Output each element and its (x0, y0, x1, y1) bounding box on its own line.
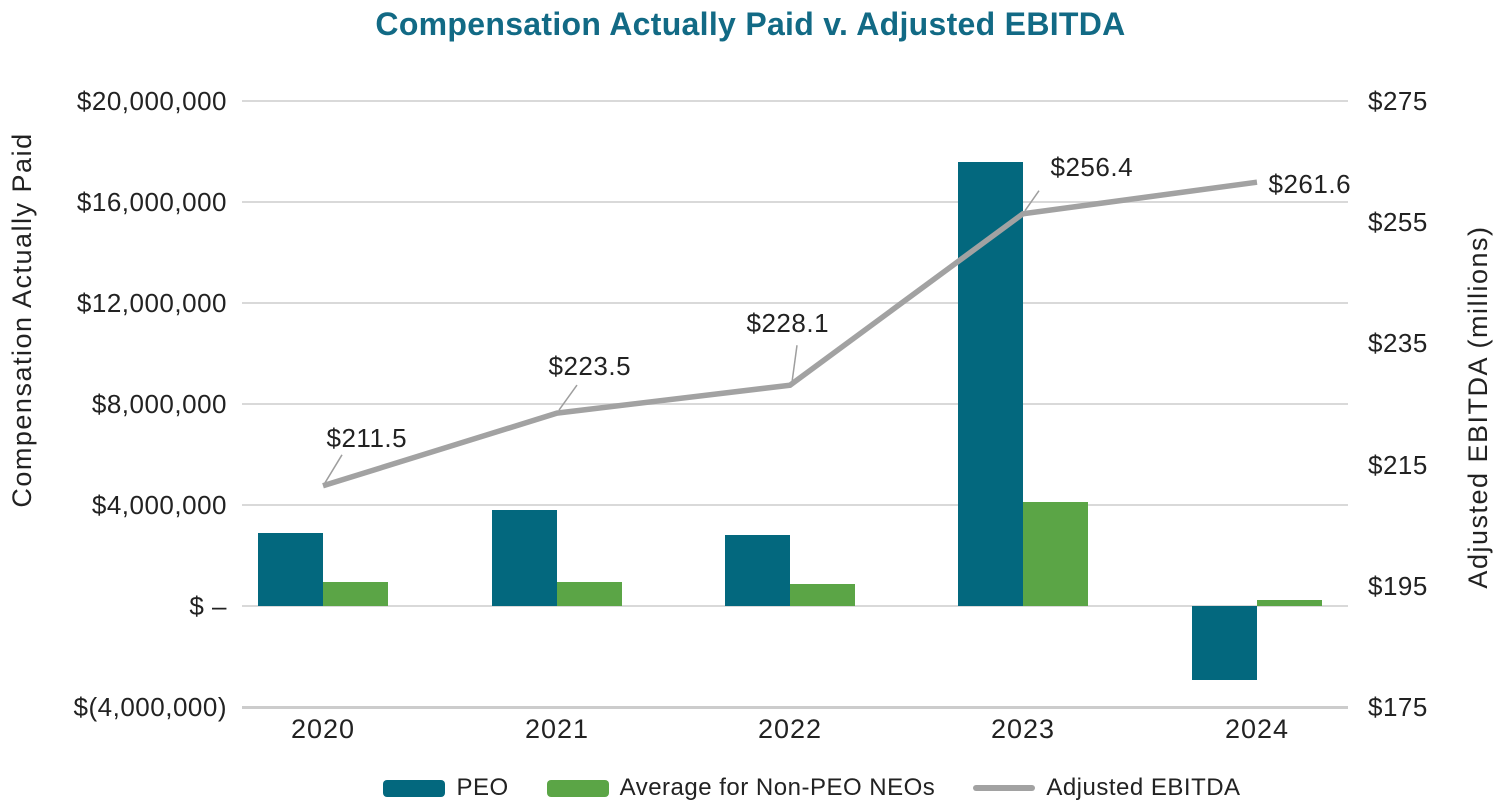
data-label-leader-line (324, 454, 343, 484)
gridline (242, 100, 1348, 102)
right-axis-tick-label: $275 (1368, 86, 1428, 116)
legend: PEO Average for Non-PEO NEOs Adjusted EBIT… (242, 770, 1382, 806)
right-axis-tick-label: $215 (1368, 449, 1428, 480)
line-data-label-2020: $211.5 (326, 422, 408, 453)
left-axis-tick-label: $16,000,000 (76, 187, 227, 217)
right-axis-title: Adjusted EBITDA (millions) (1463, 225, 1493, 589)
gridline (242, 403, 1348, 405)
right-axis-tick-label: $235 (1368, 328, 1428, 359)
x-axis-label-2020: 2020 (290, 714, 356, 744)
left-axis-tick-label: $4,000,000 (91, 490, 227, 520)
left-axis-tick-label: $12,000,000 (76, 288, 227, 318)
left-axis-tick-label: $20,000,000 (76, 86, 227, 116)
bar-average-for-non-peo-neos-2021 (557, 582, 622, 606)
bar-average-for-non-peo-neos-2020 (323, 582, 388, 606)
bar-peo-2024 (1192, 606, 1257, 681)
bar-peo-2022 (725, 535, 790, 606)
legend-swatch-adjusted-ebitda (973, 785, 1036, 791)
bar-peo-2021 (492, 510, 557, 606)
bar-peo-2023 (958, 161, 1023, 606)
left-axis-tick-label: $ – (189, 591, 227, 621)
legend-swatch-peo (383, 779, 446, 797)
legend-item-average-for-non-peo-neos: Average for Non-PEO NEOs (546, 774, 936, 802)
line-data-label-2022: $228.1 (746, 308, 830, 339)
gridline (242, 302, 1348, 304)
right-axis-tick-label: $195 (1368, 570, 1428, 601)
bar-average-for-non-peo-neos-2023 (1023, 502, 1088, 606)
legend-label: Average for Non-PEO NEOs (619, 774, 936, 801)
x-axis-label-2022: 2022 (757, 714, 823, 744)
data-label-leader-line (791, 345, 798, 383)
legend-swatch-average-for-non-peo-neos (546, 779, 609, 797)
right-axis-tick-label: $255 (1368, 207, 1428, 238)
legend-label: PEO (456, 774, 509, 801)
chart-title: Compensation Actually Paid v. Adjusted E… (375, 6, 1126, 42)
gridline (242, 504, 1348, 506)
bar-average-for-non-peo-neos-2024 (1257, 599, 1322, 606)
gridline (242, 706, 1348, 709)
line-data-label-2021: $223.5 (548, 351, 632, 382)
x-axis-label-2021: 2021 (524, 714, 590, 744)
legend-item-adjusted-ebitda: Adjusted EBITDA (973, 774, 1240, 802)
left-axis-tick-label: $8,000,000 (91, 389, 227, 419)
legend-label: Adjusted EBITDA (1046, 774, 1241, 801)
line-data-label-2023: $256.4 (1050, 151, 1134, 182)
legend-item-peo: PEO (383, 774, 508, 802)
right-axis-tick-label: $175 (1368, 692, 1428, 722)
line-data-label-2024: $261.6 (1268, 169, 1352, 200)
x-axis-label-2023: 2023 (990, 714, 1056, 744)
gridline (242, 201, 1348, 203)
bar-average-for-non-peo-neos-2022 (790, 584, 855, 606)
bar-peo-2020 (258, 532, 323, 606)
x-axis-label-2024: 2024 (1224, 714, 1290, 744)
left-axis-tick-label: $(4,000,000) (73, 692, 227, 722)
gridline (242, 605, 1348, 607)
data-label-leader-line (558, 384, 578, 411)
